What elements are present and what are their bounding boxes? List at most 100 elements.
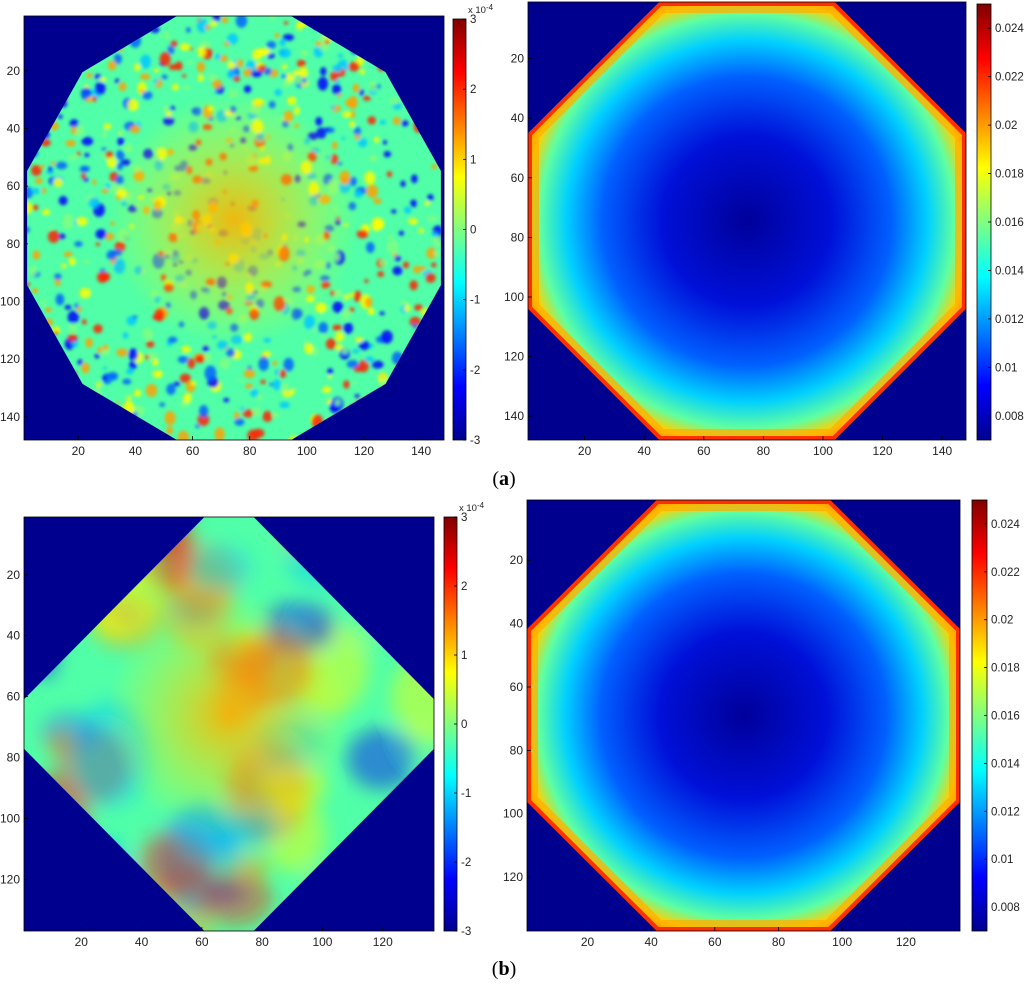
colorbar-tick-label: 0.01 xyxy=(991,854,1013,866)
colorbar-tick-label: -2 xyxy=(461,857,471,869)
subfigure-label-b: (b) xyxy=(491,958,517,980)
colorbar-tick-label: 0.024 xyxy=(995,23,1024,35)
x-tick-label: 140 xyxy=(932,444,952,458)
colorbar-tick-label: 0.02 xyxy=(991,615,1013,627)
x-tick-label: 20 xyxy=(581,935,595,949)
y-tick-label: 40 xyxy=(511,111,525,125)
colorbar-tick-label: 0.01 xyxy=(995,362,1017,374)
colorbar-tick-label: 0 xyxy=(470,225,476,237)
x-tick-label: 120 xyxy=(896,935,916,949)
y-tick-label: 60 xyxy=(510,680,524,694)
x-tick-label: 100 xyxy=(832,935,852,949)
y-tick-label: 80 xyxy=(511,230,525,244)
colorbar-tick-label: -3 xyxy=(470,435,480,447)
colorbar-tick-label: 0.02 xyxy=(995,120,1017,132)
colorbar-tick-label: 0.008 xyxy=(995,411,1024,423)
colorbar-tick-label: 0.018 xyxy=(991,663,1020,675)
y-tick-label: 120 xyxy=(0,352,20,366)
colorbar-tick-label: 0.012 xyxy=(995,314,1024,326)
colorbar-tick-label: 0.018 xyxy=(995,169,1024,181)
colorbar-tick-label: 1 xyxy=(470,154,476,166)
heatmap-field xyxy=(528,2,966,440)
y-tick-label: 20 xyxy=(511,52,525,66)
heatmap-panel-b-left: 20 40 60 80 100 120 20 40 60 80 100 120 -3 -2 -1 0 1 2 3 x … xyxy=(0,498,500,958)
subfigure-label-b-text: b xyxy=(498,958,510,980)
y-tick-label: 120 xyxy=(0,872,20,886)
y-tick-label: 60 xyxy=(7,179,21,193)
colorbar-tick-label: 0.024 xyxy=(991,519,1020,531)
x-tick-label: 120 xyxy=(354,444,374,458)
x-tick-label: 20 xyxy=(578,444,592,458)
x-tick-label: 80 xyxy=(255,935,269,949)
colorbar-tick-label: 0 xyxy=(461,719,467,731)
colorbar-tick-label: -2 xyxy=(470,365,480,377)
y-tick-label: 20 xyxy=(7,568,21,582)
colorbar-tick-label: 3 xyxy=(470,14,476,26)
subfigure-label-a-text: a xyxy=(499,468,509,490)
plot-frame xyxy=(23,516,435,932)
y-tick-label: 20 xyxy=(510,553,524,567)
colorbar-tick-label: 0.008 xyxy=(991,902,1020,914)
y-tick-label: 120 xyxy=(503,870,523,884)
y-tick-label: 40 xyxy=(7,121,21,135)
plot-frame xyxy=(527,1,967,441)
heatmap-panel-b-right: 20 40 60 80 100 120 20 40 60 80 100 120 0.008 0.01 0.0… xyxy=(503,498,1020,958)
x-tick-label: 120 xyxy=(873,444,893,458)
colorbar-tick-label: 0.014 xyxy=(995,265,1024,277)
x-tick-label: 60 xyxy=(195,935,209,949)
y-tick-label: 40 xyxy=(7,629,21,643)
y-tick-label: 120 xyxy=(504,350,524,364)
y-tick-label: 100 xyxy=(504,290,524,304)
colorbar-tick-label: 0.016 xyxy=(995,217,1024,229)
y-tick-label: 40 xyxy=(510,617,524,631)
heatmap-panel-a-left: 20 40 60 80 100 120 140 20 40 60 80 100 120 140 -3 -2 -1… xyxy=(0,0,500,470)
colorbar-tick-label: 3 xyxy=(461,512,467,524)
colorbar-tick-label: 0.016 xyxy=(991,711,1020,723)
y-tick-label: 100 xyxy=(0,811,20,825)
colorbar-tick-label: 0.022 xyxy=(991,567,1020,579)
heatmap-a-left: 20 40 60 80 100 120 14020406080100120140-3-2-1… xyxy=(0,3,494,458)
x-tick-label: 140 xyxy=(411,444,431,458)
x-tick-label: 40 xyxy=(129,444,143,458)
heatmap-a-right: 20 40 60 80 100 120 140 20 40 60 80 100 120 140 0.008 0… xyxy=(504,1,1024,458)
x-tick-label: 60 xyxy=(186,444,200,458)
subfigure-label-a: (a) xyxy=(492,468,516,490)
x-tick-label: 60 xyxy=(708,935,722,949)
x-tick-label: 100 xyxy=(813,444,833,458)
y-tick-label: 80 xyxy=(510,743,524,757)
colorbar-exponent-label: x 10-4 xyxy=(468,3,494,16)
x-tick-label: 60 xyxy=(697,444,711,458)
colorbar-tick-label: -1 xyxy=(461,788,471,800)
colorbar-tick-label: -3 xyxy=(461,926,471,938)
x-tick-label: 40 xyxy=(135,935,149,949)
x-tick-label: 100 xyxy=(312,935,332,949)
y-tick-label: 140 xyxy=(0,410,20,424)
colorbar-tick-label: 1 xyxy=(461,650,467,662)
colorbar-tick-label: 0.022 xyxy=(995,72,1024,84)
heatmap-panel-a-right: 20 40 60 80 100 120 140 20 40 60 80 100 120 140 0.008 0… xyxy=(504,0,1024,470)
x-tick-label: 80 xyxy=(243,444,257,458)
colorbar-tick-label: -1 xyxy=(470,295,480,307)
x-tick-label: 40 xyxy=(644,935,658,949)
heatmap-b-right: 20 40 60 80 100 120 20 40 60 80 100 120 0.008 0.01 0.0… xyxy=(503,499,1020,949)
heatmap-field xyxy=(527,500,960,931)
x-tick-label: 120 xyxy=(373,935,393,949)
y-tick-label: 100 xyxy=(0,295,20,309)
plot-frame xyxy=(526,499,961,932)
x-tick-label: 80 xyxy=(772,935,786,949)
x-tick-label: 40 xyxy=(638,444,652,458)
plot-frame xyxy=(23,15,445,441)
y-tick-label: 100 xyxy=(503,807,523,821)
colorbar-tick-label: 0.012 xyxy=(991,806,1020,818)
x-tick-label: 100 xyxy=(297,444,317,458)
colorbar-tick-label: 2 xyxy=(470,84,476,96)
colorbar-exponent-label: x 10-4 xyxy=(459,501,485,514)
y-tick-label: 80 xyxy=(7,750,21,764)
colorbar-tick-label: 2 xyxy=(461,581,467,593)
y-tick-label: 60 xyxy=(7,690,21,704)
y-tick-label: 140 xyxy=(504,409,524,423)
x-tick-label: 20 xyxy=(72,444,86,458)
y-tick-label: 20 xyxy=(7,64,21,78)
y-tick-label: 60 xyxy=(511,171,525,185)
heatmap-field xyxy=(27,16,441,440)
